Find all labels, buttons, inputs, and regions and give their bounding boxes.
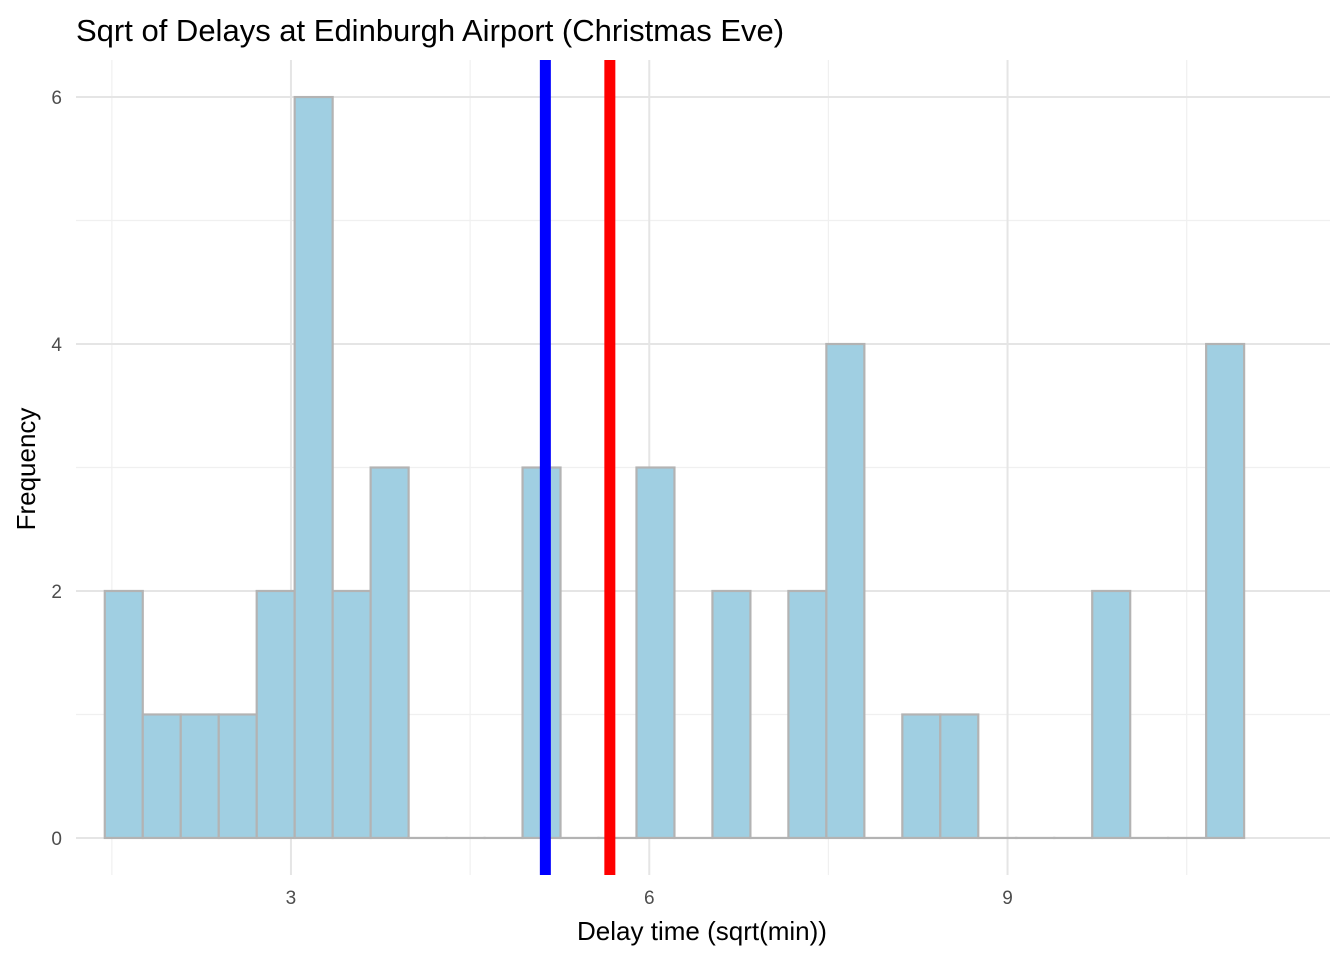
x-axis-ticks: 3 6 9 bbox=[286, 888, 1013, 909]
x-axis-label: Delay time (sqrt(min)) bbox=[577, 916, 827, 946]
x-tick-label: 6 bbox=[644, 888, 655, 909]
histogram-bar bbox=[255, 589, 296, 840]
histogram-bar bbox=[293, 95, 334, 840]
y-tick-label: 6 bbox=[51, 88, 62, 109]
histogram-bar bbox=[901, 713, 942, 840]
histogram-bar bbox=[179, 713, 220, 840]
chart-title: Sqrt of Delays at Edinburgh Airport (Chr… bbox=[76, 13, 784, 48]
reference-lines bbox=[539, 60, 616, 875]
histogram-bar bbox=[331, 589, 372, 840]
x-tick-label: 3 bbox=[286, 888, 297, 909]
y-tick-label: 0 bbox=[51, 829, 62, 850]
histogram-bar bbox=[141, 713, 182, 840]
histogram-bar bbox=[369, 466, 410, 840]
y-tick-label: 2 bbox=[51, 582, 62, 603]
histogram-bar bbox=[939, 713, 980, 840]
histogram-bars bbox=[103, 95, 1246, 840]
histogram-bar bbox=[103, 589, 144, 840]
histogram-bar bbox=[787, 589, 828, 840]
histogram-bar bbox=[825, 342, 866, 840]
y-axis-ticks: 0 2 4 6 bbox=[51, 88, 62, 850]
y-axis-label: Frequency bbox=[11, 408, 41, 531]
histogram-bar bbox=[217, 713, 258, 840]
histogram-bar bbox=[1205, 342, 1246, 840]
histogram-bar bbox=[1091, 589, 1132, 840]
histogram-bar bbox=[711, 589, 752, 840]
y-tick-label: 4 bbox=[51, 335, 62, 356]
x-tick-label: 9 bbox=[1002, 888, 1013, 909]
histogram-bar bbox=[635, 466, 676, 840]
